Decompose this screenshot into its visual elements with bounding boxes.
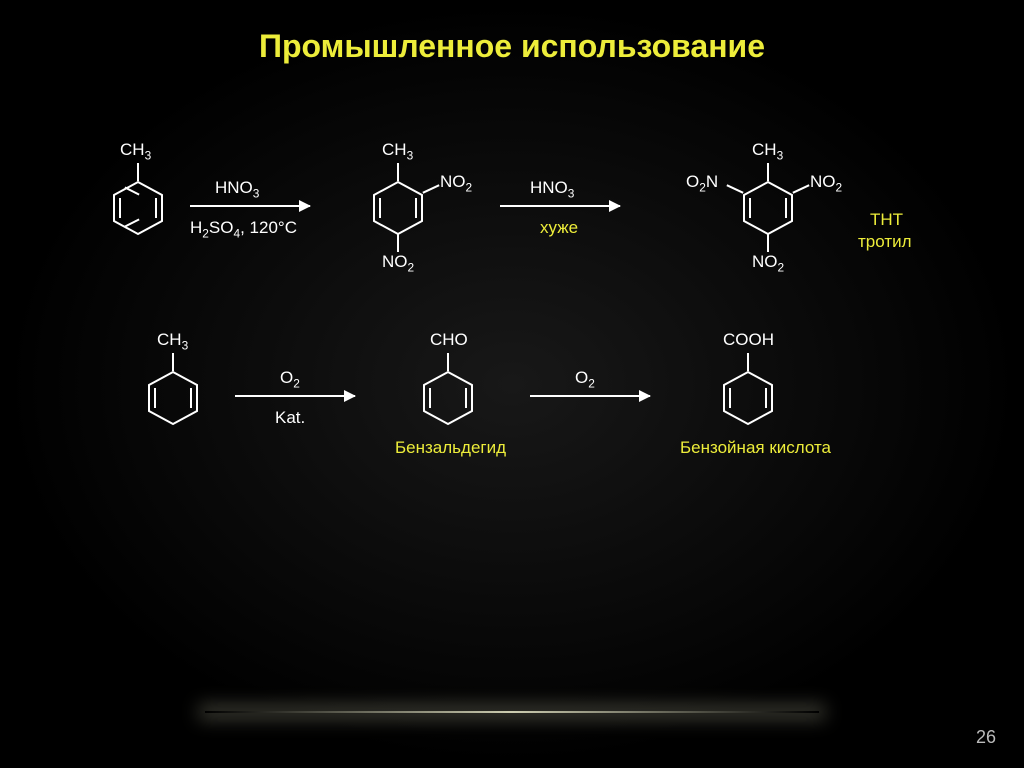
dnt-no2-para: NO2	[382, 252, 414, 274]
arrow-nitration1	[190, 205, 310, 207]
benzoic-caption: Бензойная кислота	[680, 438, 831, 458]
mol-toluene2	[145, 370, 201, 426]
mol-dinitrotoluene	[370, 180, 426, 236]
arrow1-reagent: HNO3	[215, 178, 259, 200]
benzaldehyde-caption: Бензальдегид	[395, 438, 506, 458]
tnt-label1: ТНТ	[870, 210, 903, 230]
mol-benzoic-acid	[720, 370, 776, 426]
page-number: 26	[976, 727, 996, 748]
tnt-o2n-left: O2N	[686, 172, 718, 194]
bond	[747, 353, 749, 371]
arrow2-reagent: HNO3	[530, 178, 574, 200]
arrow-ox1-top: O2	[280, 368, 300, 390]
arrow-ox2-top: O2	[575, 368, 595, 390]
mol-toluene	[110, 180, 166, 236]
arrow2-note: хуже	[540, 218, 578, 238]
slide-title: Промышленное использование	[0, 28, 1024, 65]
bottom-glow	[205, 711, 819, 713]
slide: Промышленное использование CH3 HNO3 H2SO…	[0, 0, 1024, 768]
bond	[767, 163, 769, 181]
arrow-oxidation2	[530, 395, 650, 397]
tnt-ch3: CH3	[752, 140, 783, 162]
benzaldehyde-cho: CHO	[430, 330, 468, 350]
arrow-nitration2	[500, 205, 620, 207]
arrow-ox1-bot: Kat.	[275, 408, 305, 428]
tnt-no2-para: NO2	[752, 252, 784, 274]
benzoic-cooh: COOH	[723, 330, 774, 350]
bond	[172, 353, 174, 371]
bond	[397, 234, 399, 252]
mol-benzaldehyde	[420, 370, 476, 426]
dnt-ch3: CH3	[382, 140, 413, 162]
bond	[447, 353, 449, 371]
toluene-ch3: CH3	[120, 140, 151, 162]
tnt-no2-right: NO2	[810, 172, 842, 194]
arrow-oxidation1	[235, 395, 355, 397]
bond	[397, 163, 399, 181]
bond-ch3	[137, 163, 139, 181]
mol-tnt	[740, 180, 796, 236]
bond	[767, 234, 769, 252]
tnt-label2: тротил	[858, 232, 912, 252]
toluene2-ch3: CH3	[157, 330, 188, 352]
arrow1-conditions: H2SO4, 120°C	[190, 218, 297, 240]
dnt-no2-ortho: NO2	[440, 172, 472, 194]
